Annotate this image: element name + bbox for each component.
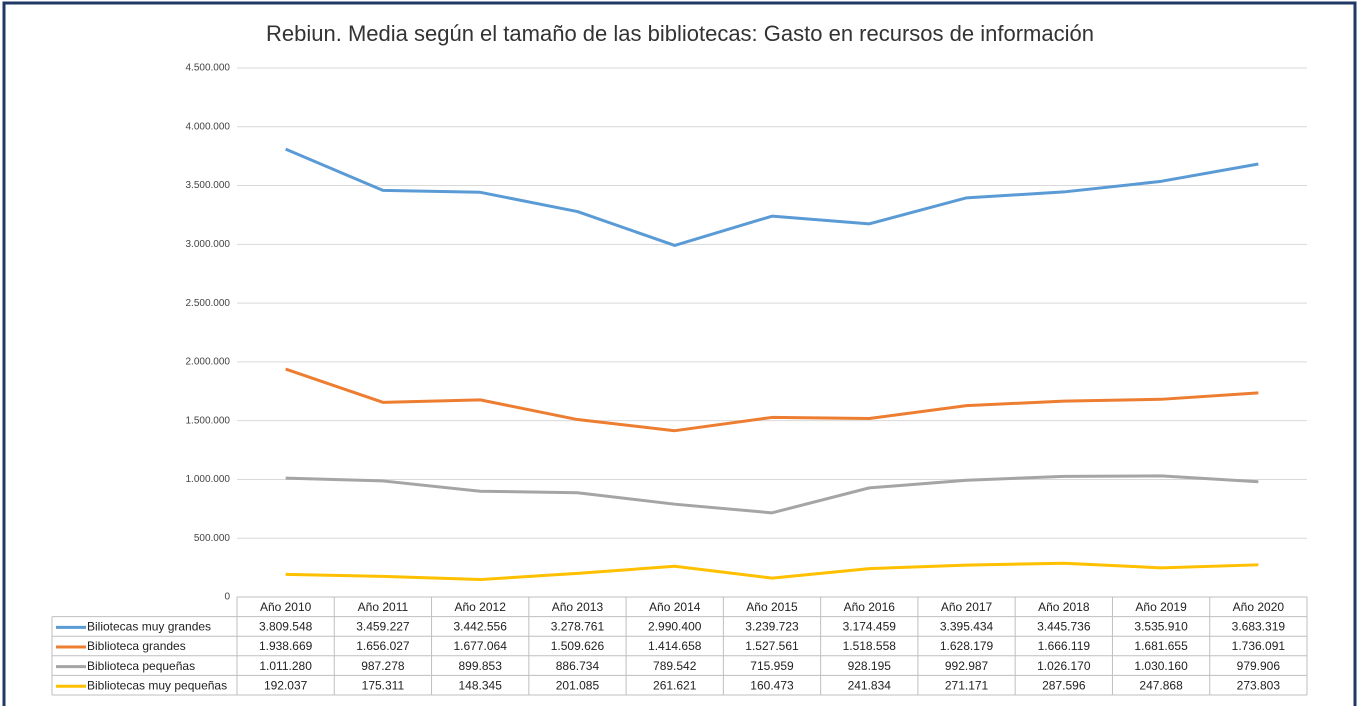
table-value: 1.656.027 <box>356 639 410 653</box>
table-value: 1.011.280 <box>259 659 312 673</box>
table-value: 1.414.658 <box>648 639 702 653</box>
table-value: 928.195 <box>848 659 892 673</box>
table-value: 3.239.723 <box>745 620 799 634</box>
table-value: 175.311 <box>362 678 405 692</box>
x-tick-label: Año 2015 <box>746 600 798 614</box>
table-value: 1.628.179 <box>940 639 994 653</box>
y-tick-label: 2.500.000 <box>186 298 231 309</box>
x-tick-label: Año 2013 <box>552 600 604 614</box>
series-line <box>285 147 1259 247</box>
y-tick-label: 0 <box>224 592 230 603</box>
table-value: 987.278 <box>361 659 405 673</box>
y-tick-label: 500.000 <box>194 533 231 544</box>
table-value: 1.681.655 <box>1134 639 1188 653</box>
legend-label: Biblioteca pequeñas <box>87 659 195 673</box>
table-value: 3.395.434 <box>940 620 994 634</box>
table-value: 3.535.910 <box>1134 620 1188 634</box>
table-value: 899.853 <box>458 659 502 673</box>
table-value: 1.677.064 <box>453 639 507 653</box>
y-tick-label: 3.500.000 <box>186 180 231 191</box>
y-tick-label: 4.500.000 <box>186 63 231 74</box>
series-line <box>285 474 1259 515</box>
x-tick-label: Año 2017 <box>941 600 993 614</box>
table-value: 247.868 <box>1139 678 1183 692</box>
x-tick-label: Año 2011 <box>358 600 409 614</box>
x-tick-label: Año 2019 <box>1135 600 1187 614</box>
table-value: 715.959 <box>750 659 794 673</box>
table-value: 192.037 <box>264 678 308 692</box>
table-value: 1.666.119 <box>1038 639 1091 653</box>
x-tick-label: Año 2020 <box>1233 600 1285 614</box>
table-value: 261.621 <box>653 678 697 692</box>
series-line <box>285 367 1259 433</box>
table-value: 3.683.319 <box>1232 620 1286 634</box>
x-tick-label: Año 2014 <box>649 600 701 614</box>
legend-label: Biliotecas muy grandes <box>87 620 211 634</box>
table-value: 3.809.548 <box>259 620 313 634</box>
y-tick-label: 1.500.000 <box>186 415 231 426</box>
table-value: 1.030.160 <box>1134 659 1188 673</box>
table-value: 1.527.561 <box>745 639 799 653</box>
table-value: 886.734 <box>556 659 600 673</box>
table-value: 1.518.558 <box>843 639 897 653</box>
y-tick-label: 4.000.000 <box>186 121 231 132</box>
table-value: 148.345 <box>458 678 502 692</box>
table-value: 992.987 <box>945 659 989 673</box>
table-value: 2.990.400 <box>648 620 702 634</box>
series-line <box>285 561 1259 582</box>
y-tick-label: 1.000.000 <box>186 474 231 485</box>
x-tick-label: Año 2018 <box>1038 600 1090 614</box>
legend-label: Biblioteca grandes <box>87 639 186 653</box>
table-value: 3.278.761 <box>551 620 605 634</box>
chart-title: Rebiun. Media según el tamaño de las bib… <box>266 21 1094 46</box>
table-value: 3.459.227 <box>356 620 410 634</box>
table-value: 1.026.170 <box>1037 659 1091 673</box>
y-tick-label: 3.000.000 <box>186 239 231 250</box>
y-tick-label: 2.000.000 <box>186 357 231 368</box>
legend-label: Bibliotecas muy pequeñas <box>87 678 227 692</box>
table-value: 3.174.459 <box>843 620 897 634</box>
x-tick-label: Año 2010 <box>260 600 312 614</box>
table-value: 1.736.091 <box>1232 639 1286 653</box>
table-value: 979.906 <box>1237 659 1281 673</box>
table-value: 273.803 <box>1237 678 1281 692</box>
table-value: 160.473 <box>750 678 794 692</box>
table-value: 1.509.626 <box>551 639 605 653</box>
table-value: 3.445.736 <box>1037 620 1091 634</box>
table-value: 287.596 <box>1042 678 1086 692</box>
x-tick-label: Año 2012 <box>454 600 506 614</box>
table-value: 789.542 <box>653 659 697 673</box>
table-value: 201.085 <box>556 678 600 692</box>
table-value: 241.834 <box>848 678 892 692</box>
x-tick-label: Año 2016 <box>844 600 896 614</box>
table-value: 1.938.669 <box>259 639 313 653</box>
table-value: 3.442.556 <box>453 620 507 634</box>
table-value: 271.171 <box>945 678 989 692</box>
